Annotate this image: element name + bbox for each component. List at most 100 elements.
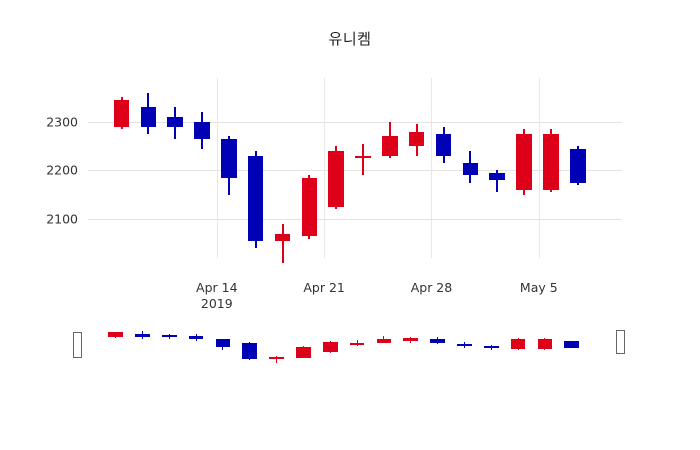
range-slider-candlestick xyxy=(483,318,499,374)
x-axis-tick-label: Apr 28 xyxy=(411,280,453,296)
range-slider-body xyxy=(296,346,311,358)
gridline-vertical xyxy=(324,78,326,258)
range-slider-candlestick xyxy=(108,318,123,374)
candlestick-body xyxy=(543,133,559,190)
y-axis-tick-label: 2300 xyxy=(46,114,78,130)
range-slider-body xyxy=(430,338,445,343)
candlestick-body xyxy=(408,131,425,147)
gridline-vertical xyxy=(431,78,433,258)
y-axis-tick-label: 2200 xyxy=(46,162,78,178)
range-slider-body xyxy=(108,332,123,338)
x-tick-primary: Apr 14 xyxy=(196,280,238,295)
range-slider-candlestick xyxy=(430,318,445,374)
gridline-vertical xyxy=(216,78,218,258)
candlestick-body xyxy=(355,155,371,159)
candlestick[interactable] xyxy=(355,78,371,258)
candlestick[interactable] xyxy=(435,78,452,258)
candlestick[interactable] xyxy=(543,78,559,258)
candlestick-body xyxy=(221,138,237,178)
candlestick-body xyxy=(462,163,479,176)
candlestick[interactable] xyxy=(194,78,210,258)
range-slider[interactable] xyxy=(66,318,632,374)
range-slider-body xyxy=(215,339,231,347)
candlestick[interactable] xyxy=(408,78,425,258)
candlestick[interactable] xyxy=(221,78,237,258)
range-slider-candlestick xyxy=(510,318,526,374)
range-slider-body xyxy=(242,342,258,359)
range-slider-body xyxy=(564,341,580,348)
range-slider-candlestick xyxy=(296,318,311,374)
candlestick-body xyxy=(113,99,130,127)
range-slider-body xyxy=(269,357,284,360)
range-slider-body xyxy=(322,341,338,353)
chart-title: 유니켐 xyxy=(328,30,372,48)
gridline-horizontal xyxy=(88,170,622,172)
range-slider-candlestick xyxy=(322,318,338,374)
candlestick-body xyxy=(140,107,157,127)
range-slider-body xyxy=(403,338,419,341)
candlestick-body xyxy=(569,148,586,183)
range-slider-body xyxy=(483,345,499,348)
gridline-vertical xyxy=(538,78,540,258)
candlestick[interactable] xyxy=(516,78,532,258)
candlestick[interactable] xyxy=(274,78,291,263)
range-slider-body xyxy=(349,342,365,345)
main-plot-area[interactable] xyxy=(88,78,622,263)
candlestick[interactable] xyxy=(462,78,479,258)
candlestick-body xyxy=(274,233,291,241)
candlestick[interactable] xyxy=(569,78,586,258)
x-tick-primary: May 5 xyxy=(519,280,558,295)
range-slider-candlestick xyxy=(134,318,150,374)
range-slider-candlestick xyxy=(188,318,204,374)
range-slider-body xyxy=(161,335,177,338)
range-slider-candlestick xyxy=(349,318,365,374)
candlestick[interactable] xyxy=(328,78,344,258)
x-axis-tick-label: Apr 21 xyxy=(303,280,345,296)
candlestick[interactable] xyxy=(489,78,505,258)
candlestick-body xyxy=(435,133,452,156)
candlestick[interactable] xyxy=(247,78,264,258)
range-slider-body xyxy=(510,338,526,350)
range-slider-candlestick xyxy=(161,318,177,374)
x-tick-primary: Apr 28 xyxy=(410,280,453,295)
range-slider-candlestick xyxy=(269,318,284,374)
candlestick[interactable] xyxy=(167,78,183,258)
candlestick-body xyxy=(328,150,344,207)
candlestick[interactable] xyxy=(113,78,130,258)
x-tick-primary: Apr 21 xyxy=(303,280,345,295)
candlestick-wick xyxy=(496,170,499,193)
candlestick-body xyxy=(167,116,183,127)
gridline-horizontal xyxy=(88,219,622,221)
candlestick-body xyxy=(247,155,264,241)
candlestick-body xyxy=(489,172,505,181)
candlestick[interactable] xyxy=(382,78,398,258)
range-slider-candlestick xyxy=(376,318,392,374)
x-axis-tick-label: Apr 14 2019 xyxy=(196,280,238,312)
range-slider-body xyxy=(376,339,392,343)
candlestick[interactable] xyxy=(301,78,318,258)
candlestick-wick xyxy=(281,223,284,263)
range-slider-candlestick xyxy=(215,318,231,374)
range-slider-body xyxy=(457,344,472,347)
candlestick-body xyxy=(382,136,398,156)
candlestick-body xyxy=(516,133,532,190)
range-slider-candlestick xyxy=(537,318,553,374)
range-slider-body xyxy=(537,338,553,350)
candlestick-body xyxy=(194,121,210,139)
x-axis-tick-label: May 5 xyxy=(520,280,558,296)
candlestick-body xyxy=(301,177,318,237)
y-axis-tick-label: 2100 xyxy=(46,211,78,227)
range-slider-body xyxy=(134,333,150,338)
range-slider-candlestick xyxy=(457,318,472,374)
range-slider-handle-left[interactable] xyxy=(73,332,82,358)
range-slider-candlestick xyxy=(403,318,419,374)
gridline-horizontal xyxy=(88,121,622,123)
x-tick-secondary: 2019 xyxy=(200,296,233,311)
candlestick-wick xyxy=(362,143,365,176)
range-slider-candlestick xyxy=(242,318,258,374)
range-slider-body xyxy=(188,336,204,340)
range-slider-candlestick xyxy=(564,318,580,374)
range-slider-handle-right[interactable] xyxy=(616,330,625,354)
candlestick[interactable] xyxy=(140,78,157,258)
